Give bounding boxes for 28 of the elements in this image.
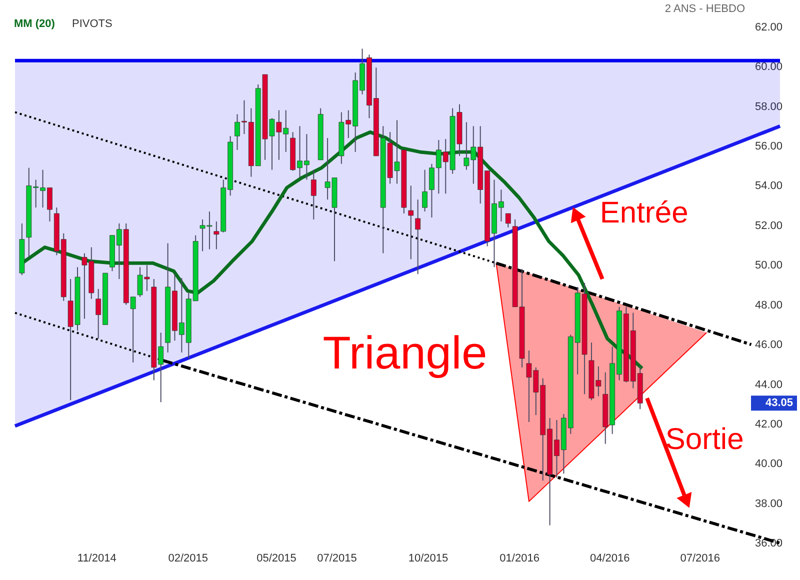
x-tick-label: 11/2014 — [77, 552, 116, 564]
y-tick-label: 58.00 — [754, 100, 782, 113]
annotation: 43.05 — [765, 397, 793, 410]
x-tick-label: 10/2015 — [408, 552, 448, 564]
x-tick-label: 04/2016 — [590, 552, 630, 564]
y-tick-label: 62.00 — [754, 21, 782, 34]
x-tick-label: 07/2016 — [680, 552, 720, 564]
y-tick-label: 40.00 — [754, 458, 782, 470]
y-tick-label: 48.00 — [754, 299, 782, 312]
x-tick-label: 07/2015 — [317, 552, 357, 564]
y-tick-label: 42.00 — [754, 418, 782, 430]
y-tick-label: 44.00 — [754, 378, 782, 391]
x-tick-label: 02/2015 — [168, 552, 208, 564]
y-tick-label: 50.00 — [754, 260, 782, 272]
x-tick-label: 05/2015 — [256, 552, 296, 564]
y-tick-label: 56.00 — [754, 140, 782, 152]
annotation: PIVOTS — [72, 18, 112, 30]
y-tick-label: 60.00 — [754, 61, 782, 74]
y-tick-label: 54.00 — [754, 180, 782, 192]
y-tick-label: 38.00 — [754, 498, 782, 510]
y-tick-label: 46.00 — [754, 339, 782, 352]
chart-title: 2 ANS - HEBDO — [664, 3, 746, 15]
annotation: Entrée — [600, 196, 688, 230]
x-tick-label: 01/2016 — [500, 552, 540, 564]
y-tick-label: 52.00 — [754, 220, 782, 232]
text: MM (20) — [14, 18, 56, 30]
annotation: Sortie — [665, 422, 744, 456]
annotation: Triangle — [322, 326, 488, 378]
